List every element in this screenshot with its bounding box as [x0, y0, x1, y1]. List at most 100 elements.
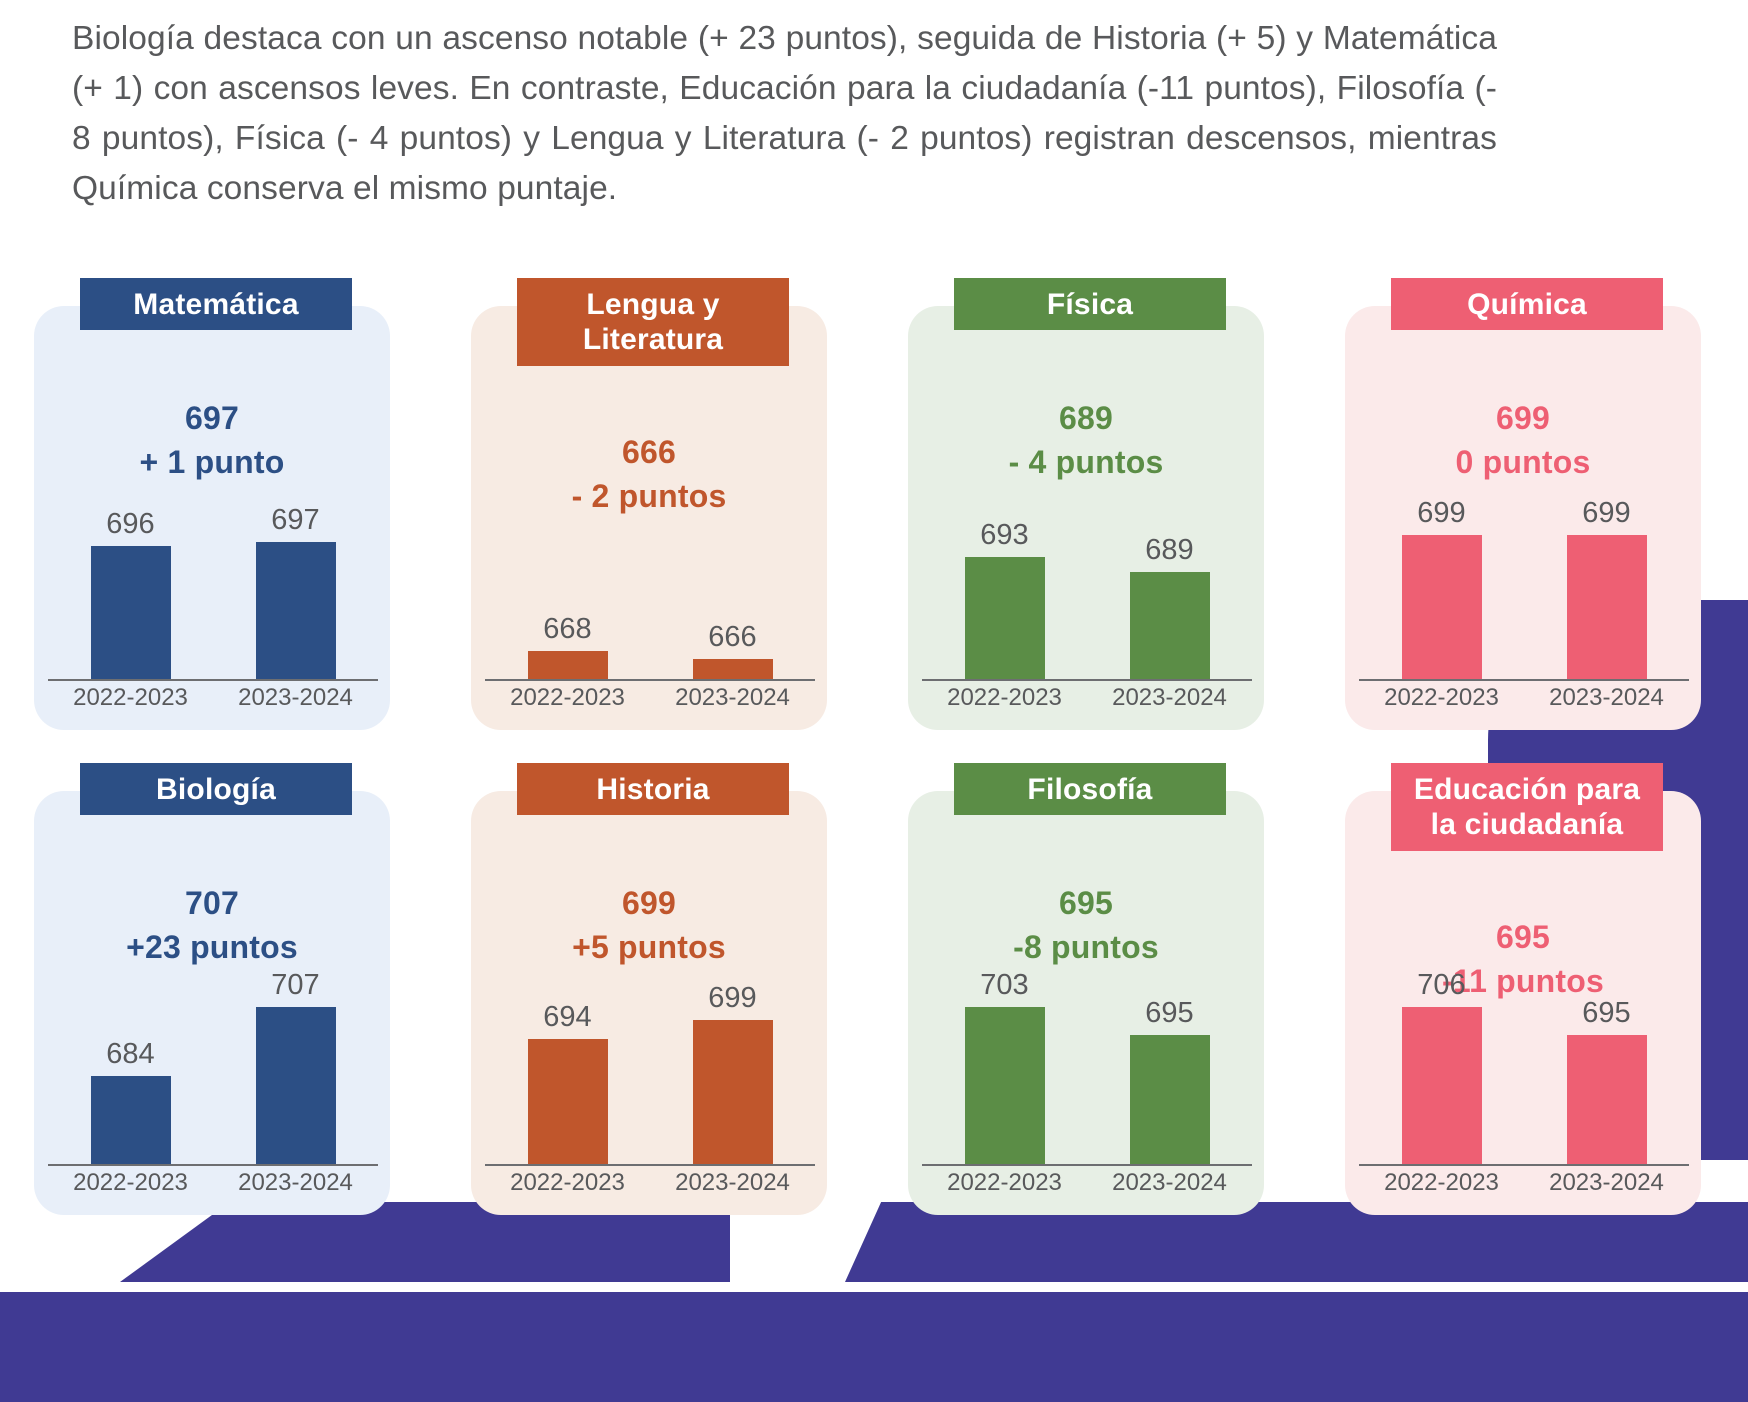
- axis-baseline: [485, 679, 815, 681]
- bar-value-label: 697: [271, 504, 320, 537]
- bar-plot-area: 684 707: [48, 970, 378, 1166]
- x-axis-tick: 2023-2024: [1112, 1169, 1227, 1196]
- axis-baseline: [48, 679, 378, 681]
- x-axis-tick-labels: 2022-2023 2023-2024: [485, 1166, 815, 1202]
- subject-card-historia: Historia 699 +5 puntos 694 699 2022-2023 2023-…: [437, 763, 874, 1248]
- x-axis-tick-labels: 2022-2023 2023-2024: [1359, 1166, 1689, 1202]
- bar-group: 693: [964, 485, 1045, 681]
- subject-card-educaci-n-para-la-ciudadan-a: Educación para la ciudadanía 695 -11 punto…: [1311, 763, 1748, 1248]
- bar: [255, 542, 336, 681]
- bar: [527, 651, 608, 681]
- x-axis-tick: 2022-2023: [73, 684, 188, 711]
- bar-group: 706: [1401, 969, 1482, 1166]
- x-axis-tick-labels: 2022-2023 2023-2024: [48, 681, 378, 717]
- x-axis-tick: 2023-2024: [675, 1169, 790, 1196]
- subject-card-matem-tica: Matemática 697 + 1 punto 696 697 2022-2023 202…: [0, 278, 437, 763]
- axis-baseline: [485, 1164, 815, 1166]
- bar-group: 666: [692, 485, 773, 681]
- card-summary: 707 +23 puntos: [34, 881, 390, 969]
- x-axis-tick-labels: 2022-2023 2023-2024: [1359, 681, 1689, 717]
- card-summary: 697 + 1 punto: [34, 396, 390, 484]
- bar-group: 668: [527, 485, 608, 681]
- headline-delta: +23 puntos: [126, 929, 298, 965]
- card-summary: 666 - 2 puntos: [471, 430, 827, 518]
- bar: [1566, 535, 1647, 681]
- bar-value-label: 699: [1582, 497, 1631, 529]
- headline-delta: -8 puntos: [1013, 929, 1159, 965]
- bar-group: 696: [90, 485, 171, 681]
- x-axis-tick-labels: 2022-2023 2023-2024: [48, 1166, 378, 1202]
- bar: [90, 546, 171, 681]
- x-axis-tick: 2022-2023: [1384, 1169, 1499, 1196]
- subject-card-qu-mica: Química 699 0 puntos 699 699 2022-2023 2023-20…: [1311, 278, 1748, 763]
- bar-chart: 706 695 2022-2023 2023-2024: [1359, 966, 1689, 1202]
- intro-paragraph: Biología destaca con un ascenso notable …: [72, 20, 1497, 207]
- card-summary: 689 - 4 puntos: [908, 396, 1264, 484]
- bar: [1129, 572, 1210, 681]
- card-title: Matemática: [80, 278, 352, 330]
- headline-score: 707: [185, 885, 239, 921]
- headline-score: 695: [1496, 919, 1550, 955]
- x-axis-tick-labels: 2022-2023 2023-2024: [485, 681, 815, 717]
- bar-value-label: 706: [1417, 969, 1466, 1001]
- headline-score: 697: [185, 400, 239, 436]
- decorative-purple-bottom-band: [0, 1292, 1748, 1402]
- bar-group: 703: [964, 969, 1045, 1166]
- card-title: Educación para la ciudadanía: [1391, 763, 1663, 851]
- headline-score: 699: [622, 885, 676, 921]
- bar-value-label: 696: [106, 508, 155, 541]
- bar-group: 689: [1129, 485, 1210, 681]
- subject-card-filosof-a: Filosofía 695 -8 puntos 703 695 2022-2023 2023…: [874, 763, 1311, 1248]
- bar: [1129, 1034, 1210, 1166]
- card-summary: 699 +5 puntos: [471, 881, 827, 969]
- bar-plot-area: 706 695: [1359, 970, 1689, 1166]
- bar-value-label: 699: [708, 982, 757, 1014]
- card-title: Historia: [517, 763, 789, 815]
- headline-delta: 0 puntos: [1455, 444, 1591, 480]
- card-title: Biología: [80, 763, 352, 815]
- bar-value-label: 699: [1417, 497, 1466, 529]
- bar-chart: 694 699 2022-2023 2023-2024: [485, 966, 815, 1202]
- bar-chart: 684 707 2022-2023 2023-2024: [48, 966, 378, 1202]
- bar-value-label: 703: [980, 969, 1029, 1001]
- x-axis-tick: 2023-2024: [1549, 684, 1664, 711]
- axis-baseline: [922, 679, 1252, 681]
- x-axis-tick-labels: 2022-2023 2023-2024: [922, 681, 1252, 717]
- headline-delta: -11 puntos: [1441, 963, 1604, 999]
- card-summary: 695 -8 puntos: [908, 881, 1264, 969]
- bar: [964, 557, 1045, 681]
- bar-group: 707: [255, 970, 336, 1166]
- bar-plot-area: 696 697: [48, 485, 378, 681]
- bar: [1401, 1007, 1482, 1166]
- bar-group: 684: [90, 970, 171, 1166]
- bar-value-label: 693: [980, 519, 1029, 552]
- bar-group: 697: [255, 485, 336, 681]
- subject-card-f-sica: Física 689 - 4 puntos 693 689 2022-2023 2023-2…: [874, 278, 1311, 763]
- card-title: Lengua y Literatura: [517, 278, 789, 366]
- bar-group: 699: [692, 970, 773, 1166]
- bar-value-label: 695: [1145, 996, 1194, 1029]
- bar-chart: 703 695 2022-2023 2023-2024: [922, 966, 1252, 1202]
- bar-chart: 693 689 2022-2023 2023-2024: [922, 481, 1252, 717]
- headline-score: 695: [1059, 885, 1113, 921]
- x-axis-tick: 2022-2023: [510, 684, 625, 711]
- bar-value-label: 684: [106, 1038, 155, 1071]
- bar-plot-area: 668 666: [485, 485, 815, 681]
- axis-baseline: [48, 1164, 378, 1166]
- x-axis-tick: 2022-2023: [510, 1169, 625, 1196]
- bar-plot-area: 699 699: [1359, 485, 1689, 681]
- axis-baseline: [1359, 679, 1689, 681]
- x-axis-tick-labels: 2022-2023 2023-2024: [922, 1166, 1252, 1202]
- subject-card-biolog-a: Biología 707 +23 puntos 684 707 2022-2023 2023…: [0, 763, 437, 1248]
- headline-delta: - 4 puntos: [1008, 444, 1164, 480]
- bar-group: 694: [527, 970, 608, 1166]
- card-summary: 699 0 puntos: [1345, 396, 1701, 484]
- bar-value-label: 668: [543, 613, 592, 645]
- bar-plot-area: 693 689: [922, 485, 1252, 681]
- bar-plot-area: 694 699: [485, 970, 815, 1166]
- x-axis-tick: 2023-2024: [675, 684, 790, 711]
- x-axis-tick: 2023-2024: [1112, 684, 1227, 711]
- headline-delta: - 2 puntos: [571, 478, 727, 514]
- subject-card-grid: Matemática 697 + 1 punto 696 697 2022-2023 202…: [0, 278, 1748, 1248]
